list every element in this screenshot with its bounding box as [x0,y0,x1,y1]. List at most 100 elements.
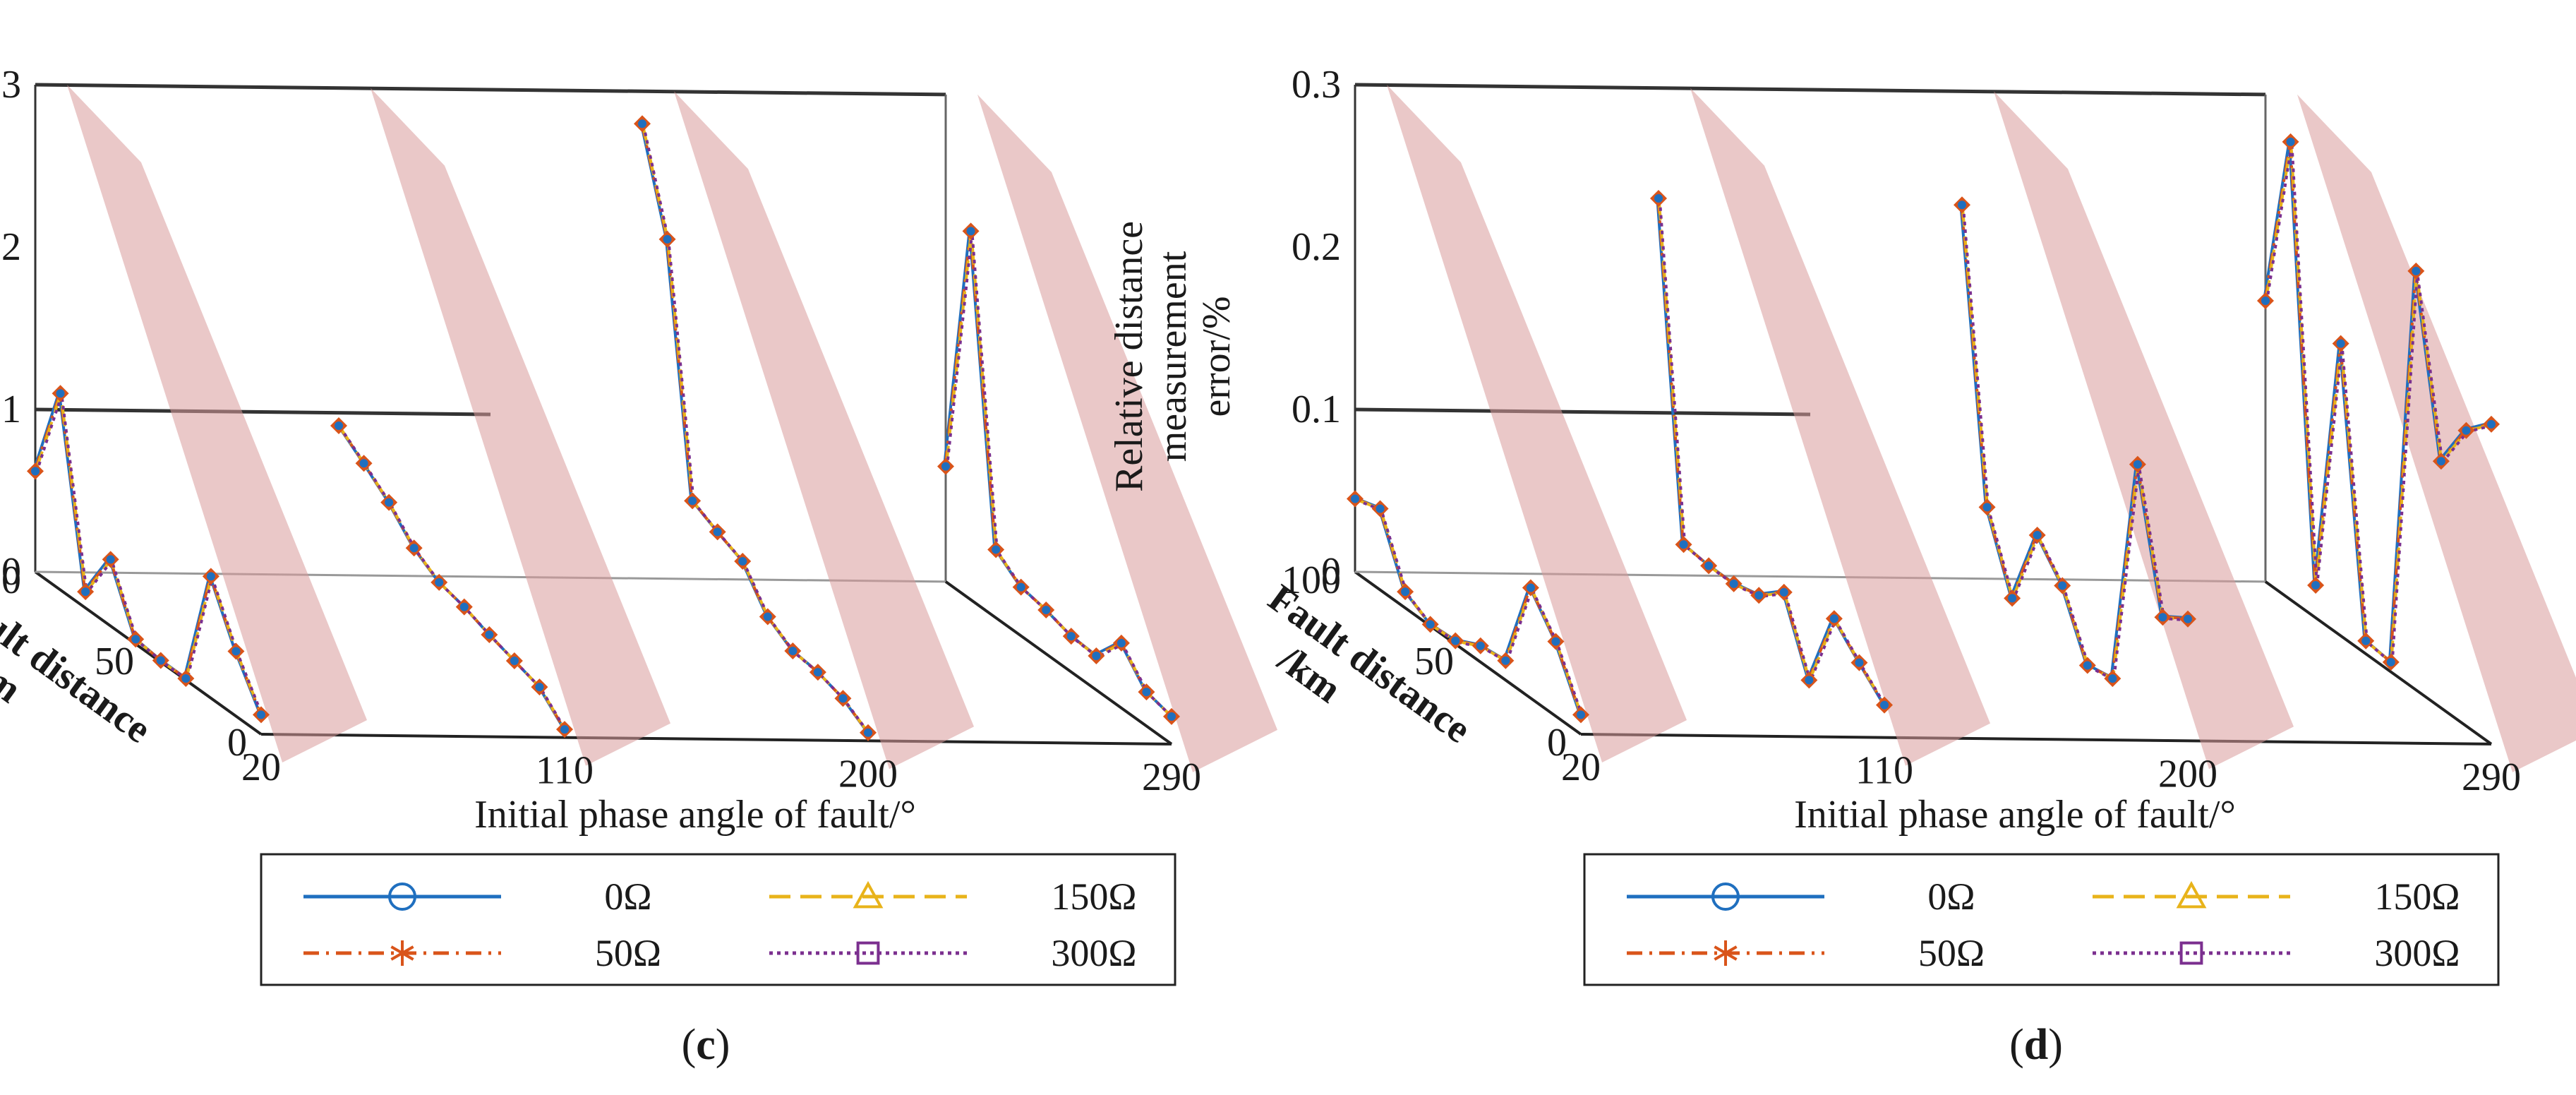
z-axis-title-line3: error/% [1195,296,1239,417]
data-point-inner-0-7 [1526,583,1535,592]
panel-label-open: ( [2009,1021,2024,1069]
data-point-inner-1-3 [409,544,419,553]
data-point-inner-2-1 [663,234,672,244]
z-tick-label: 0 [1321,550,1341,594]
panel-label-open: ( [682,1021,697,1069]
series-line-2-1 [1961,205,2189,681]
data-point-inner-0-0 [31,467,40,476]
data-point-inner-1-6 [1805,676,1814,685]
data-point-inner-3-9 [2487,419,2496,429]
data-point-inner-0-2 [81,587,90,597]
data-point-inner-1-1 [359,459,368,468]
data-point-inner-3-0 [941,462,950,471]
top-back-edge [35,83,946,97]
data-point-inner-0-1 [56,389,65,398]
data-point-inner-0-2 [1401,587,1410,597]
legend-marker-0 [388,882,416,911]
data-point-inner-1-0 [335,421,343,431]
legend-box [1583,853,2500,986]
z-tick-label: 0.2 [1292,225,1341,269]
y-axis-line [34,570,263,736]
data-point-inner-3-2 [2311,581,2321,590]
plane-1 [371,88,670,766]
data-point-inner-0-7 [206,572,215,581]
plane-2 [1994,91,2294,770]
panel-label-close: ) [2048,1021,2063,1069]
legend-label-0: 0Ω [1927,875,1975,918]
data-point-inner-2-9 [2184,614,2192,623]
data-point-inner-2-3 [2033,530,2042,539]
legend: 0Ω 150Ω 50Ω 300Ω [260,853,1176,986]
legend-marker-2 [1714,940,1738,966]
data-point-inner-1-7 [510,657,519,666]
z-tick-label: 0.1 [0,388,21,431]
data-point-inner-2-6 [2108,674,2117,683]
x-tick-label: 200 [2158,752,2217,796]
legend-marker-3 [856,941,880,965]
data-point-inner-0-1 [1376,504,1385,513]
data-point-inner-0-5 [1476,641,1485,650]
chart-panel-d: 0 0.1 0.2 0.3 0 50 100 20 110 200 290 Initial phase… [1107,63,2576,1069]
data-point-inner-1-1 [1679,540,1688,549]
data-point-inner-3-9 [1167,712,1176,721]
data-point-inner-0-9 [1577,710,1585,719]
legend-label-2: 50Ω [1918,932,1985,974]
data-point-inner-0-9 [257,710,265,719]
z-tick-label: 0.3 [1292,63,1341,107]
data-point-inner-3-0 [2261,297,2270,306]
series-line-0-3 [35,394,264,717]
data-point-inner-1-4 [435,578,444,587]
legend-marker-1 [853,880,884,909]
y-axis-title: Fault distance/km [0,576,159,787]
data-point-inner-3-3 [2336,339,2345,348]
data-point-inner-1-5 [459,602,469,611]
data-point-inner-3-8 [2462,426,2471,435]
x-tick-label: 20 [241,746,281,789]
panel-label-letter: d [2024,1021,2048,1069]
floor-back-line [1354,570,2266,583]
data-point-inner-0-4 [1451,636,1460,645]
series-line-3-3 [2265,143,2493,666]
y-tick-label: 0 [1547,721,1567,765]
data-point-inner-2-1 [1982,503,1992,512]
y-tick-label: 100 [0,558,21,602]
x-axis-title: Initial phase angle of fault/° [1794,793,2236,837]
y-tick-label: 100 [1282,558,1341,602]
data-point-inner-3-4 [2361,636,2371,645]
data-point-inner-1-0 [1654,194,1663,203]
z-axis-title-line2: measurement [1151,251,1195,462]
legend-marker-3 [2179,941,2203,965]
x-axis-title: Initial phase angle of fault/° [474,793,916,837]
z-tick-label: 0.1 [1292,388,1341,431]
legend-box [260,853,1176,986]
data-point-inner-0-8 [1551,637,1560,646]
data-point-inner-0-3 [1426,620,1435,629]
grid [1354,83,2493,746]
data-point-inner-2-2 [688,496,697,505]
data-point-inner-2-5 [2083,661,2092,670]
y-axis-title-text: Fault distance/km [0,576,159,787]
series-line-0-3 [1356,498,1584,717]
data-point-inner-3-1 [2286,137,2295,146]
data-point-inner-1-3 [1729,579,1738,588]
chart-panel-c: 0 0.1 0.2 0.3 0 50 100 20 110 200 290 Initial phase… [0,63,1277,1069]
x-tick-label: 110 [1855,749,1913,793]
z-tick-label: 0 [1,550,21,594]
series-line-3-1 [944,231,1173,718]
panel-label-letter: c [696,1021,716,1069]
data-point-inner-2-2 [2008,594,2017,603]
data-point-inner-2-8 [2158,613,2167,622]
data-point-inner-1-2 [1704,561,1714,570]
series-line-1-3 [1658,199,1887,707]
data-point-inner-2-4 [738,557,747,566]
data-point-inner-3-5 [1066,632,1076,641]
data-point-inner-3-8 [1142,688,1151,697]
y-tick-label: 0 [227,721,247,765]
plane-0 [67,85,367,762]
legend-label-1: 150Ω [2374,875,2460,918]
data-point-inner-1-6 [485,630,494,639]
x-axis-line [260,733,1172,746]
data-point-inner-1-2 [385,498,394,507]
legend-marker-0 [1711,882,1740,911]
